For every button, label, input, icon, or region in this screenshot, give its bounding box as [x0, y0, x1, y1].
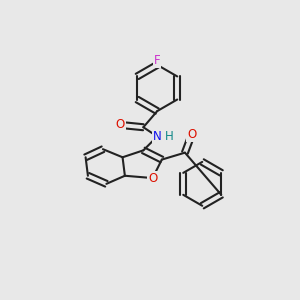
Text: O: O [148, 172, 157, 184]
Text: O: O [187, 128, 196, 141]
Text: O: O [116, 118, 125, 131]
Text: H: H [164, 130, 173, 143]
Text: N: N [153, 130, 162, 143]
Text: F: F [154, 54, 160, 67]
